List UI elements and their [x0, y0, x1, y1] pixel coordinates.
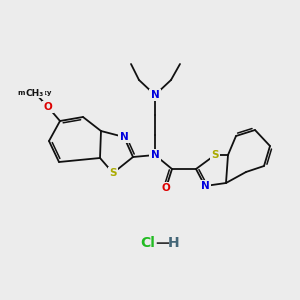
Text: S: S — [109, 168, 117, 178]
Text: S: S — [211, 150, 219, 160]
Text: H: H — [168, 236, 180, 250]
Text: N: N — [151, 150, 159, 160]
Text: methoxy: methoxy — [18, 90, 52, 96]
Text: N: N — [120, 132, 128, 142]
Text: O: O — [44, 102, 52, 112]
Text: O: O — [162, 183, 170, 193]
Text: N: N — [201, 181, 209, 191]
Text: Cl: Cl — [141, 236, 155, 250]
Text: —: — — [155, 236, 169, 250]
Text: N: N — [151, 90, 159, 100]
Text: CH₃: CH₃ — [26, 88, 44, 98]
